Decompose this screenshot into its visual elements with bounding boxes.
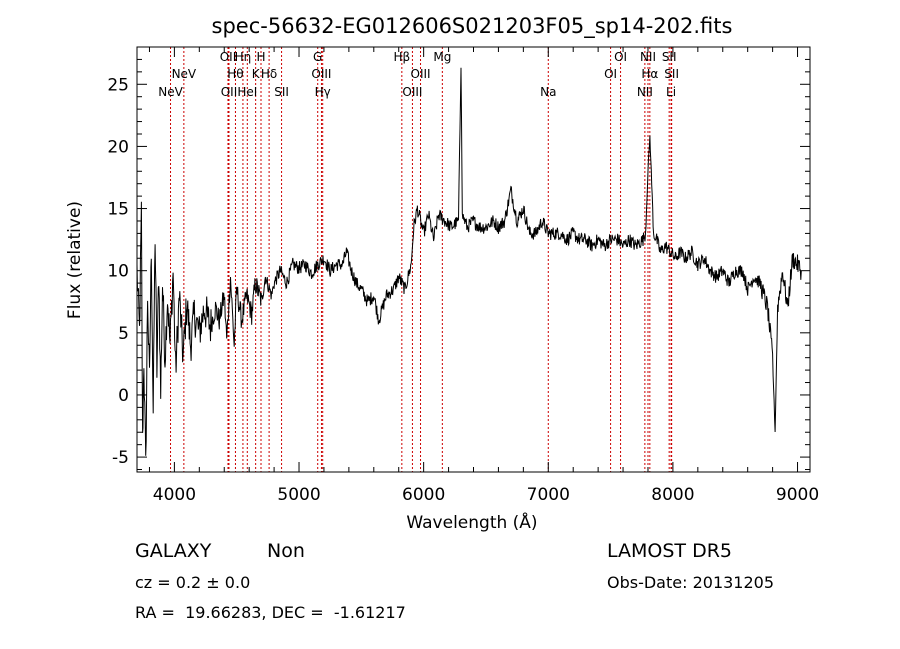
x-axis-label: Wavelength (Å) — [406, 511, 537, 533]
line-marker-label: H — [256, 50, 265, 64]
y-axis: -5 0 5 10 15 20 25 — [107, 46, 810, 471]
y-tick-label: 0 — [118, 386, 129, 406]
line-marker-label: Hγ — [315, 85, 331, 99]
coordinates: RA = 19.66283, DEC = -1.61217 — [135, 603, 406, 622]
line-marker-label: Na — [540, 85, 556, 99]
line-marker-label: Hβ — [393, 50, 410, 64]
line-marker-label: OI — [614, 50, 627, 64]
spectrum-line — [136, 67, 802, 456]
line-marker-labels: NeVNeVOIIOIIHθHηHeIKHHδSIIGOIIIHγHβOIIIO… — [158, 50, 679, 99]
y-tick-label: 20 — [107, 137, 129, 157]
x-tick-label: 5000 — [277, 485, 320, 505]
observation-date: Obs-Date: 20131205 — [607, 573, 775, 592]
line-marker-label: Li — [666, 85, 676, 99]
line-markers — [170, 47, 673, 472]
object-type: GALAXY — [135, 540, 212, 562]
x-tick-label: 4000 — [153, 485, 196, 505]
line-marker-label: NeV — [158, 85, 183, 99]
y-tick-label: 15 — [107, 200, 129, 220]
x-tick-label: 9000 — [776, 485, 819, 505]
x-tick-label: 8000 — [651, 485, 694, 505]
y-tick-label: 10 — [107, 262, 129, 282]
y-tick-label: 25 — [107, 75, 129, 95]
line-marker-label: OII — [220, 50, 237, 64]
line-marker-label: OIII — [311, 67, 331, 81]
y-tick-label: -5 — [112, 448, 129, 468]
line-marker-label: OII — [221, 85, 238, 99]
x-tick-label: 7000 — [527, 485, 570, 505]
line-marker-label: SII — [274, 85, 289, 99]
line-marker-label: Hδ — [261, 67, 277, 81]
y-tick-label: 5 — [118, 324, 129, 344]
line-marker-label: NII — [637, 85, 653, 99]
line-marker-label: SII — [662, 50, 677, 64]
plot-frame — [136, 46, 811, 473]
line-marker-label: NeV — [172, 67, 197, 81]
line-marker-label: NII — [640, 50, 656, 64]
line-marker-label: Hη — [235, 50, 252, 64]
x-axis: 4000 5000 6000 7000 8000 9000 — [148, 47, 819, 505]
redshift-cz: cz = 0.2 ± 0.0 — [135, 573, 251, 592]
line-marker-label: K — [252, 67, 261, 81]
line-marker-label: Mg — [433, 50, 451, 64]
line-marker-label: HeI — [237, 85, 257, 99]
line-marker-label: OIII — [402, 85, 422, 99]
y-axis-label: Flux (relative) — [65, 201, 85, 319]
x-tick-label: 6000 — [402, 485, 445, 505]
line-marker-label: OI — [604, 67, 617, 81]
survey-name: LAMOST DR5 — [607, 540, 732, 562]
line-marker-label: Hθ — [227, 67, 243, 81]
line-marker-label: Hα — [641, 67, 658, 81]
chart-title: spec-56632-EG012606S021203F05_sp14-202.f… — [212, 14, 733, 39]
line-marker-label: SII — [664, 67, 679, 81]
line-marker-label: G — [313, 50, 322, 64]
object-subclass: Non — [267, 540, 305, 562]
line-marker-label: OIII — [411, 67, 431, 81]
